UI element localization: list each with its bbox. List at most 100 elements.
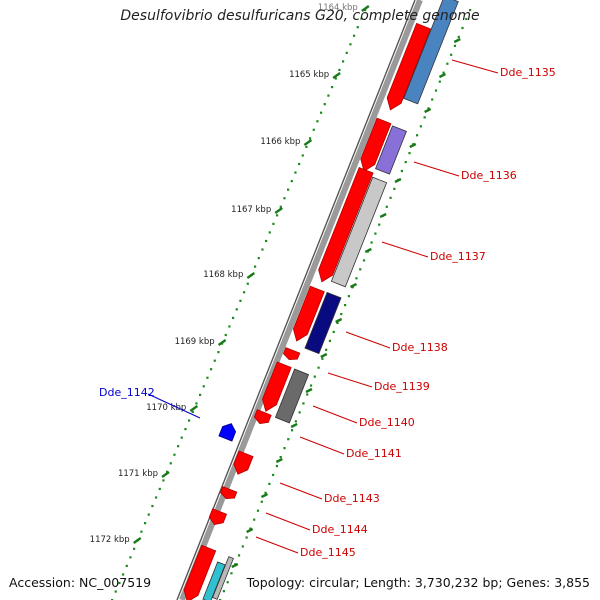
guide-dot xyxy=(268,231,271,234)
cds-arrow xyxy=(262,361,292,412)
guide-dot xyxy=(309,384,313,387)
cds-arrow xyxy=(283,347,301,361)
guide-dot xyxy=(323,103,326,106)
guide-dot xyxy=(118,581,121,585)
guide-dot xyxy=(133,547,136,550)
guide-dot xyxy=(290,429,294,432)
track-tick xyxy=(364,247,372,254)
track-tick xyxy=(305,387,313,394)
guide-dot xyxy=(268,482,271,485)
map-title: Desulfovibrio desulfuricans G20, complet… xyxy=(120,8,480,24)
gene-label: Dde_1145 xyxy=(300,546,356,559)
gene-label: Dde_1140 xyxy=(359,416,415,429)
gene-label: Dde_1142 xyxy=(99,386,155,399)
kbp-label: 1165 kbp xyxy=(289,70,329,80)
accession-info: Accession: NC_007519 xyxy=(9,575,152,590)
guide-dot xyxy=(355,277,358,280)
guide-dot xyxy=(362,259,366,262)
label-leader xyxy=(381,241,429,258)
guide-dot xyxy=(199,393,202,396)
kbp-tick xyxy=(303,139,313,146)
guide-dot xyxy=(261,248,264,251)
guide-dot xyxy=(254,265,257,268)
kbp-tick xyxy=(217,339,227,346)
kbp-tick xyxy=(246,272,256,279)
guide-dot xyxy=(302,402,305,405)
guide-dot xyxy=(188,419,191,422)
guide-dot xyxy=(158,487,161,491)
guide-dot xyxy=(294,420,297,423)
gene-label: Dde_1137 xyxy=(430,250,486,263)
cog-block xyxy=(274,368,310,424)
track-tick xyxy=(424,107,432,114)
guide-dot xyxy=(453,44,457,47)
cds-arrow xyxy=(253,409,272,425)
guide-dot xyxy=(328,339,332,342)
guide-dot xyxy=(325,348,328,351)
guide-dot xyxy=(457,35,460,39)
guide-dot xyxy=(349,43,352,46)
guide-dot xyxy=(400,169,404,173)
guide-dot xyxy=(279,455,282,459)
gene-labels: Dde_1135 Dde_1136 Dde_1137 Dde_1138 Dde_1139… xyxy=(99,59,556,559)
label-leader xyxy=(451,59,499,74)
track-tick xyxy=(246,527,254,534)
guide-dot xyxy=(438,80,441,83)
backbone-outer xyxy=(179,0,423,600)
track-tick xyxy=(438,72,446,79)
track-tick xyxy=(335,317,343,324)
guide-dot xyxy=(427,107,430,110)
guide-dot xyxy=(235,308,238,311)
guide-dot xyxy=(334,77,337,80)
kbp-label: 1172 kbp xyxy=(90,535,130,545)
guide-dot xyxy=(356,26,359,29)
guide-dot xyxy=(408,152,411,155)
kbp-ruler: 1164 kbp 1165 kbp 1166 kbp 1167 kbp 1168 kbp… xyxy=(90,3,461,569)
label-leader xyxy=(299,436,345,455)
guide-dot xyxy=(202,385,205,388)
cog-block xyxy=(403,0,459,105)
guide-dot xyxy=(332,330,335,334)
guide-dot xyxy=(232,316,235,320)
guide-dot xyxy=(423,116,426,119)
guide-dot xyxy=(210,368,213,371)
cds-arrow xyxy=(386,22,432,111)
guide-dot xyxy=(342,60,345,63)
guide-dot xyxy=(245,536,248,539)
track-tick xyxy=(394,177,402,184)
cog-block xyxy=(212,556,234,600)
guide-dot xyxy=(184,427,187,431)
label-leader xyxy=(345,331,391,349)
guide-dot xyxy=(140,530,143,533)
guide-dot xyxy=(264,491,267,494)
guide-dot xyxy=(450,53,453,56)
cds-arrow xyxy=(220,486,238,500)
guide-dot xyxy=(217,351,220,354)
guide-dot xyxy=(419,125,422,128)
guide-dot xyxy=(180,436,183,439)
guide-dot xyxy=(469,9,472,12)
reverse-gene-arrow xyxy=(218,423,237,442)
guide-dot xyxy=(344,304,347,307)
guide-dot xyxy=(370,241,373,244)
kbp-tick xyxy=(133,537,142,544)
guide-dot xyxy=(243,291,246,294)
gene-track xyxy=(183,0,459,600)
guide-dot xyxy=(287,188,290,191)
track-tick xyxy=(349,282,358,289)
guide-dot xyxy=(320,111,323,114)
guide-dot xyxy=(279,205,282,208)
label-leader xyxy=(255,536,299,554)
guide-dot xyxy=(309,137,312,140)
kbp-label: 1164 kbp xyxy=(318,3,358,13)
kbp-tick xyxy=(332,72,341,79)
guide-dot xyxy=(226,581,229,584)
label-leader xyxy=(312,405,358,424)
kbp-tick xyxy=(361,5,370,12)
track-tick xyxy=(290,422,298,429)
guide-dot xyxy=(272,473,275,477)
guide-dot xyxy=(275,464,279,468)
guide-dot xyxy=(385,205,388,208)
kbp-tick xyxy=(274,207,283,214)
